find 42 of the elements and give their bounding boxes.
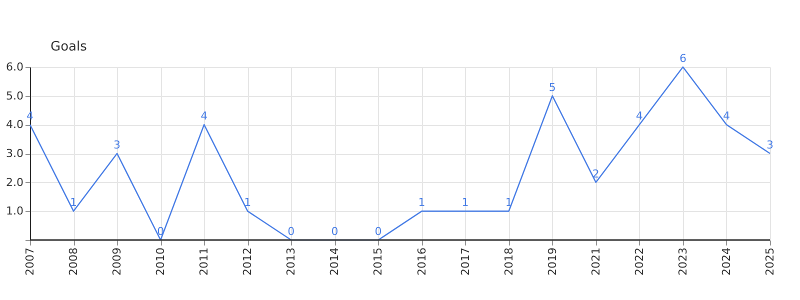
data-label: 0 (331, 225, 338, 238)
data-label: 1 (418, 196, 426, 210)
x-tick-label: 2022 (632, 248, 646, 276)
data-label: 0 (157, 225, 164, 238)
line-series (29, 66, 771, 241)
y-tick-label: 2.0 (6, 176, 24, 189)
data-label: 1 (462, 196, 469, 210)
data-label: 0 (288, 225, 295, 238)
y-tick-label: 1.0 (6, 204, 24, 218)
y-tick-label: 5.0 (6, 89, 24, 102)
x-tick-label: 2021 (589, 248, 602, 276)
x-tick-label: 2025 (764, 248, 776, 276)
data-label: 1 (70, 196, 78, 210)
x-tick-label: 2015 (372, 248, 385, 276)
x-tick-label: 2013 (284, 248, 298, 276)
y-tick-label: 4.0 (6, 118, 24, 132)
y-tick-label: 6.0 (6, 60, 24, 74)
x-tick-label: 2011 (198, 248, 211, 276)
x-tick-label: 2010 (154, 248, 168, 276)
x-tick-label: 2012 (241, 248, 254, 276)
data-label: 6 (679, 52, 686, 65)
data-label: 1 (244, 196, 252, 210)
x-tick-label: 2018 (502, 248, 516, 276)
x-tick-label: 2007 (24, 248, 36, 276)
data-label: 4 (200, 110, 208, 123)
x-tick-label: 2023 (676, 248, 690, 276)
x-tick-label: 2019 (546, 248, 559, 276)
y-axis-title: Goals (50, 40, 88, 54)
data-label: 3 (114, 138, 121, 152)
x-tick-label: 2008 (67, 248, 80, 276)
x-tick-label: 2024 (720, 248, 733, 276)
data-label: 4 (636, 110, 643, 123)
x-tick-label: 2017 (458, 248, 472, 276)
data-label: 3 (766, 138, 774, 152)
x-tick-label: 2016 (415, 248, 428, 276)
data-label: 0 (374, 225, 382, 238)
data-label: 4 (722, 110, 730, 123)
data-label: 5 (548, 80, 556, 94)
x-tick-label: 2014 (328, 248, 342, 276)
y-tick-label: 3.0 (6, 147, 24, 160)
x-tick-label: 2009 (110, 248, 124, 276)
data-label: 2 (592, 167, 600, 180)
